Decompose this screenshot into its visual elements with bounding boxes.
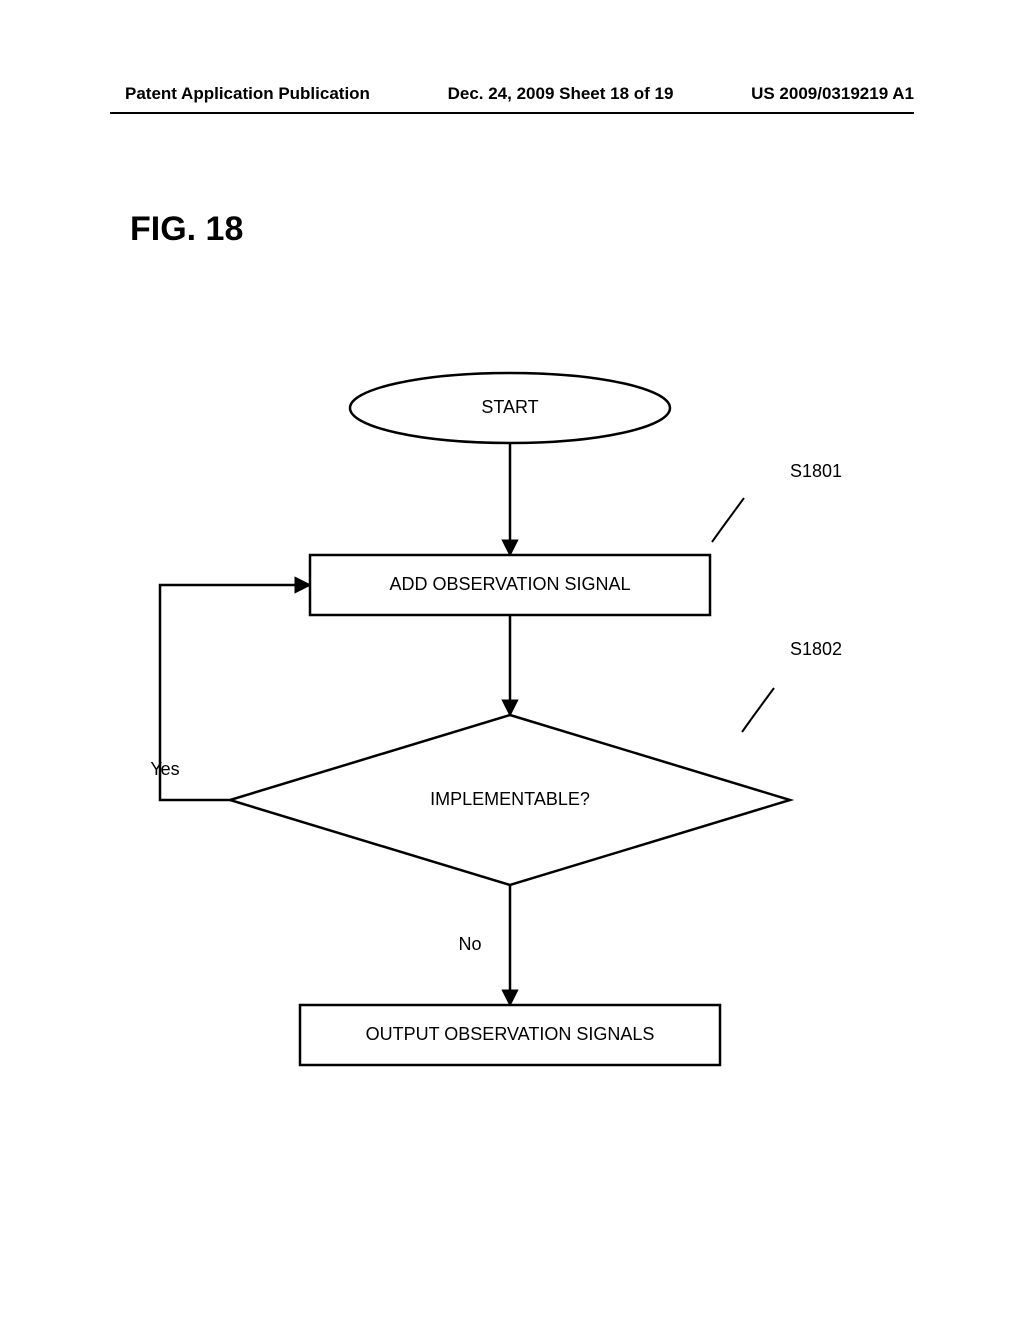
svg-text:ADD OBSERVATION SIGNAL: ADD OBSERVATION SIGNAL (389, 574, 630, 594)
figure-title: FIG. 18 (130, 210, 243, 249)
flowchart: No Yes START ADD OBSERVATION SIGNAL S1801 IMP… (0, 0, 1024, 1320)
header-rule (110, 112, 914, 114)
svg-text:OUTPUT OBSERVATION SIGNALS: OUTPUT OBSERVATION SIGNALS (366, 1024, 655, 1044)
svg-text:No: No (458, 934, 481, 954)
header-left: Patent Application Publication (125, 84, 370, 104)
svg-text:Yes: Yes (150, 759, 179, 779)
header-center: Dec. 24, 2009 Sheet 18 of 19 (448, 84, 674, 104)
page-header: Patent Application Publication Dec. 24, … (0, 84, 1024, 104)
header-right: US 2009/0319219 A1 (751, 84, 914, 104)
svg-text:S1801: S1801 (790, 461, 842, 481)
svg-text:S1802: S1802 (790, 639, 842, 659)
svg-text:START: START (481, 397, 538, 417)
svg-text:IMPLEMENTABLE?: IMPLEMENTABLE? (430, 789, 590, 809)
